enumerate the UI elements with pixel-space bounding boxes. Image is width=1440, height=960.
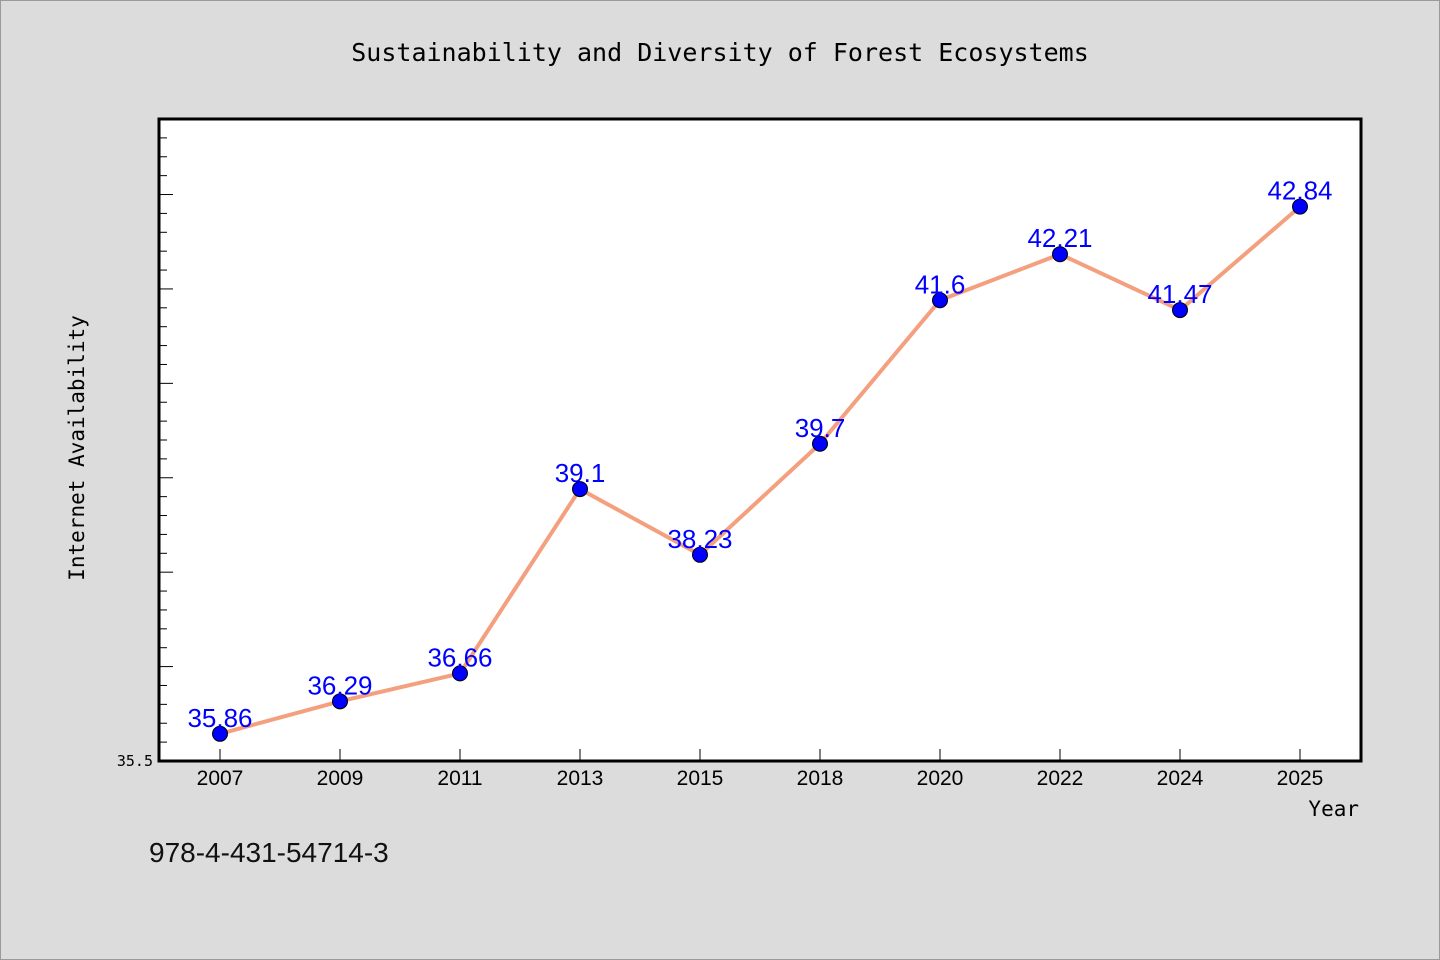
data-point (212, 725, 228, 742)
data-label: 36.66 (427, 642, 492, 672)
data-label: 41.6 (915, 269, 966, 299)
data-label: 38.23 (667, 524, 732, 554)
data-point (572, 481, 588, 498)
y-tick-label: 35.5 (117, 752, 153, 770)
x-tick-label: 2011 (437, 767, 482, 790)
x-axis-label: Year (1308, 797, 1359, 821)
data-label: 41.47 (1147, 279, 1212, 309)
y-axis-label: Internet Availability (65, 315, 89, 581)
x-tick-label: 2015 (677, 767, 724, 790)
x-tick-label: 2013 (557, 767, 604, 790)
chart-title: Sustainability and Diversity of Forest E… (351, 38, 1089, 67)
data-point (1172, 302, 1188, 319)
data-label: 42.84 (1267, 176, 1332, 206)
x-tick-label: 2025 (1277, 767, 1324, 790)
data-labels-group: 35.86 36.29 36.66 39.1 38.23 39.7 41.6 42.21 41.… (187, 176, 1332, 733)
data-point (692, 546, 708, 563)
x-tick-label: 2020 (917, 767, 964, 790)
y-axis-ticks: 35.5 (117, 118, 173, 770)
data-label: 42.21 (1027, 223, 1092, 253)
data-label: 39.1 (555, 458, 606, 488)
series-line (219, 205, 1302, 736)
plot-area (157, 117, 1363, 763)
data-label: 36.29 (307, 670, 372, 700)
series-line-group (212, 198, 1308, 742)
data-point (452, 665, 468, 682)
data-label: 35.86 (187, 703, 252, 733)
data-point (1292, 198, 1308, 215)
x-tick-label: 2024 (1157, 767, 1204, 790)
x-tick-label: 2022 (1037, 767, 1084, 790)
data-point (812, 435, 828, 452)
data-point (332, 693, 348, 710)
data-point (1052, 246, 1068, 263)
x-tick-label: 2009 (317, 767, 364, 790)
data-point (932, 292, 948, 309)
x-axis-ticks: 2007 2009 2011 2013 2015 2018 2020 2022 2024 2025 (197, 749, 1324, 790)
x-tick-label: 2007 (197, 767, 244, 790)
footer-code: 978-4-431-54714-3 (149, 837, 389, 868)
x-tick-label: 2018 (797, 767, 844, 790)
data-label: 39.7 (795, 413, 846, 443)
